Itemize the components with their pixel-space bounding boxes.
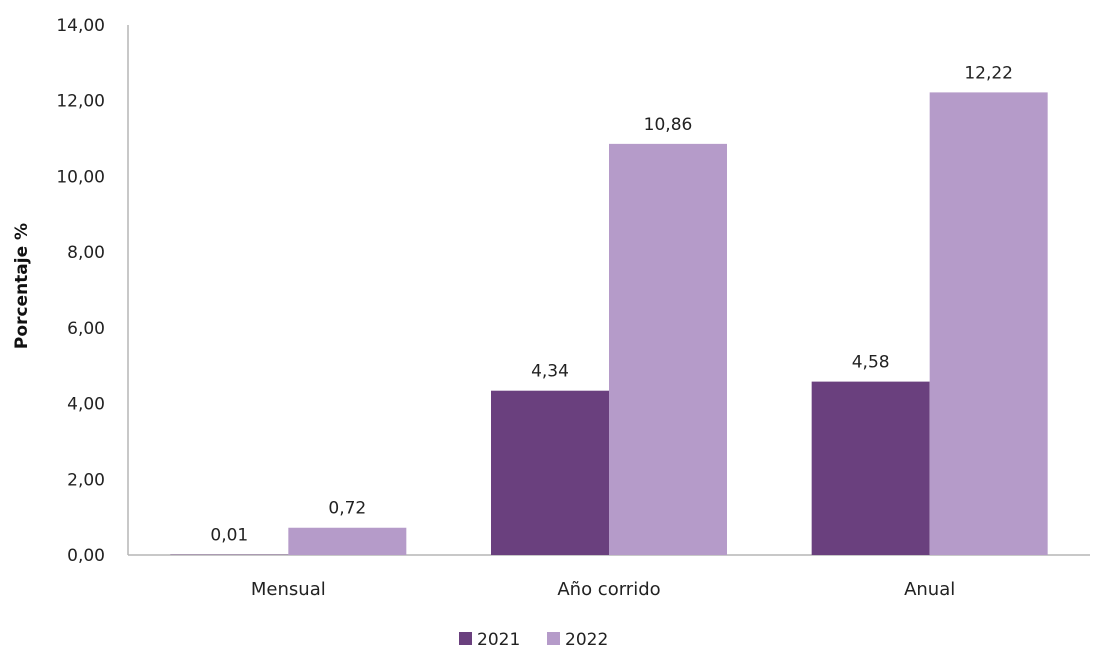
data-label-2022-0: 0,72 — [328, 499, 366, 519]
bar-2021-2 — [812, 382, 930, 555]
y-tick-label: 12,00 — [56, 92, 105, 112]
data-label-2021-2: 4,58 — [852, 353, 890, 373]
bar-2022-0 — [288, 528, 406, 555]
y-tick-label: 14,00 — [56, 16, 105, 36]
y-axis-title-group: Porcentaje % — [12, 223, 32, 349]
data-label-2022-2: 12,22 — [964, 63, 1013, 83]
legend-swatch-2022 — [547, 632, 560, 645]
x-tick-label: Año corrido — [557, 579, 660, 600]
bar-2022-2 — [930, 92, 1048, 555]
x-tick-label: Anual — [904, 579, 955, 600]
x-tick-labels: Mensual Año corrido Anual — [251, 579, 955, 600]
legend-swatch-2021 — [459, 632, 472, 645]
y-tick-labels: 0,00 2,00 4,00 6,00 8,00 10,00 12,00 14,00 — [56, 16, 105, 566]
bar-2022-1 — [609, 144, 727, 555]
data-label-2021-1: 4,34 — [531, 362, 569, 382]
data-label-2021-0: 0,01 — [210, 526, 248, 546]
bar-2021-1 — [491, 391, 609, 555]
x-tick-label: Mensual — [251, 579, 326, 600]
legend-label-2021: 2021 — [477, 630, 520, 650]
bar-series-group — [170, 92, 1047, 555]
data-label-2022-1: 10,86 — [644, 115, 693, 135]
y-tick-label: 2,00 — [67, 470, 105, 490]
y-tick-label: 10,00 — [56, 167, 105, 187]
y-tick-label: 6,00 — [67, 319, 105, 339]
y-tick-label: 4,00 — [67, 395, 105, 415]
y-tick-label: 0,00 — [67, 546, 105, 566]
legend-label-2022: 2022 — [565, 630, 608, 650]
y-tick-label: 8,00 — [67, 243, 105, 263]
y-axis-title: Porcentaje % — [12, 223, 32, 349]
legend: 2021 2022 — [459, 630, 608, 650]
